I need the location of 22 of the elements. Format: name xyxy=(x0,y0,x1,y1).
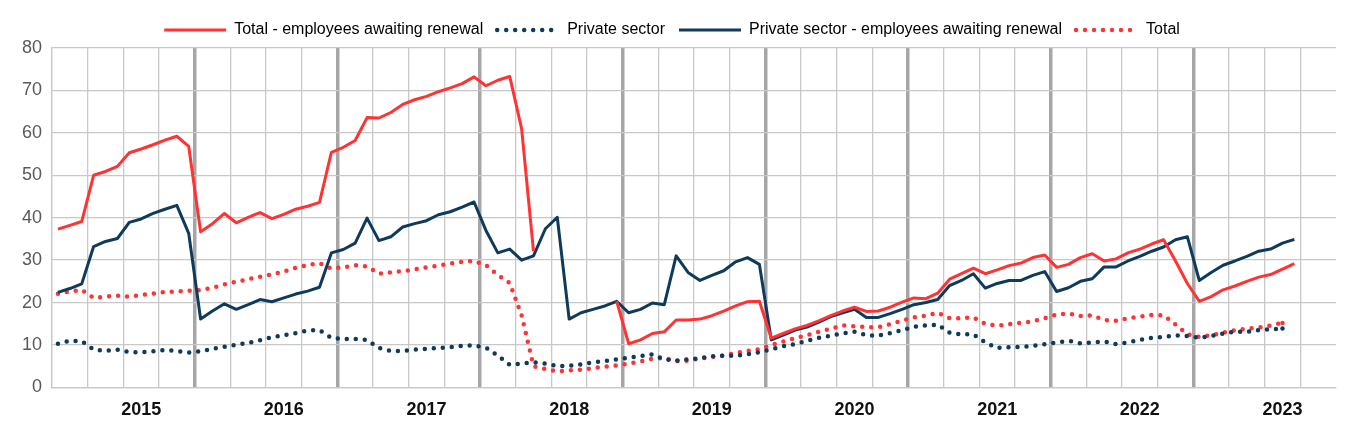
x-tick-label: 2017 xyxy=(406,399,447,420)
x-tick-label: 2019 xyxy=(691,399,732,420)
y-tick-label: 10 xyxy=(21,333,42,354)
y-tick-label: 20 xyxy=(21,291,42,312)
legend-label: Private sector xyxy=(567,20,666,38)
x-tick-label: 2022 xyxy=(1119,399,1160,420)
legend-label: Total xyxy=(1146,20,1180,38)
x-tick-label: 2018 xyxy=(549,399,590,420)
legend-label: Private sector - employees awaiting renewal xyxy=(749,20,1063,38)
x-tick-label: 2020 xyxy=(834,399,875,420)
y-tick-label: 0 xyxy=(31,376,42,397)
x-tick-label: 2021 xyxy=(977,399,1018,420)
y-tick-label: 60 xyxy=(21,121,42,142)
y-tick-label: 80 xyxy=(21,36,42,57)
x-tick-label: 2023 xyxy=(1262,399,1303,420)
y-tick-label: 40 xyxy=(21,206,42,227)
y-tick-label: 30 xyxy=(21,249,42,270)
x-tick-label: 2016 xyxy=(263,399,304,420)
legend-label: Total - employees awaiting renewal xyxy=(234,20,484,38)
y-tick-label: 70 xyxy=(21,79,42,100)
x-tick-label: 2015 xyxy=(121,399,162,420)
y-tick-label: 50 xyxy=(21,164,42,185)
